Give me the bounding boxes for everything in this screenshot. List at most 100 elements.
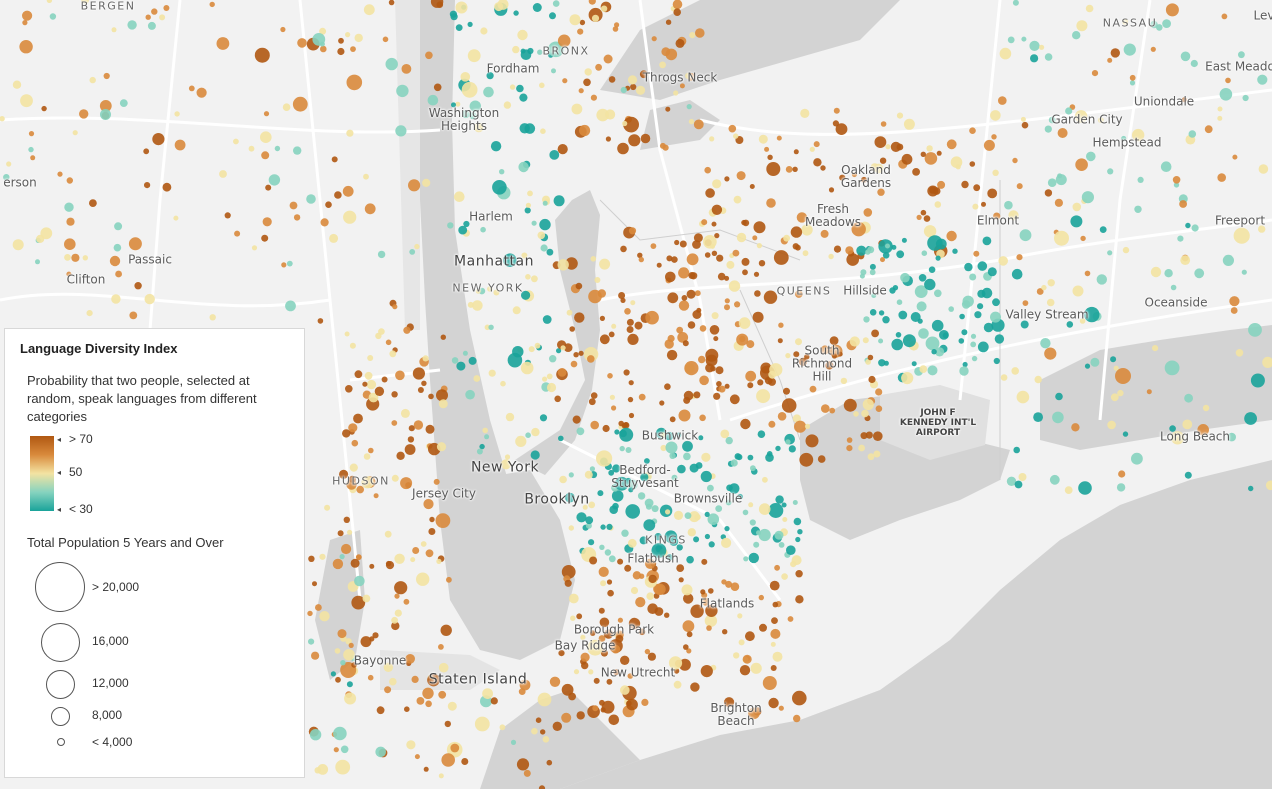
tract-dot[interactable] [673, 680, 682, 689]
tract-dot[interactable] [1250, 373, 1265, 388]
tract-dot[interactable] [793, 149, 799, 155]
tract-dot[interactable] [532, 3, 542, 12]
tract-dot[interactable] [878, 359, 886, 367]
tract-dot[interactable] [581, 661, 589, 670]
tract-dot[interactable] [902, 334, 916, 348]
tract-dot[interactable] [828, 253, 834, 260]
tract-dot[interactable] [265, 184, 272, 191]
tract-dot[interactable] [614, 429, 620, 435]
tract-dot[interactable] [617, 558, 624, 565]
tract-dot[interactable] [698, 435, 704, 441]
tract-dot[interactable] [924, 152, 938, 165]
tract-dot[interactable] [903, 118, 915, 130]
tract-dot[interactable] [427, 673, 440, 687]
tract-dot[interactable] [388, 0, 395, 6]
tract-dot[interactable] [354, 370, 363, 379]
tract-dot[interactable] [693, 233, 703, 243]
tract-dot[interactable] [576, 512, 587, 523]
tract-dot[interactable] [480, 226, 486, 233]
tract-dot[interactable] [99, 100, 112, 112]
tract-dot[interactable] [173, 215, 179, 221]
tract-dot[interactable] [990, 311, 1001, 323]
tract-dot[interactable] [469, 112, 477, 120]
tract-dot[interactable] [260, 131, 272, 143]
tract-dot[interactable] [422, 687, 434, 699]
tract-dot[interactable] [736, 171, 746, 181]
tract-dot[interactable] [420, 541, 427, 547]
tract-dot[interactable] [896, 250, 905, 259]
tract-dot[interactable] [686, 555, 694, 564]
tract-dot[interactable] [1107, 168, 1114, 175]
tract-dot[interactable] [701, 558, 708, 565]
tract-dot[interactable] [626, 326, 634, 333]
tract-dot[interactable] [925, 336, 940, 351]
tract-dot[interactable] [703, 235, 717, 249]
tract-dot[interactable] [687, 321, 696, 329]
tract-dot[interactable] [730, 459, 738, 467]
tract-dot[interactable] [66, 217, 75, 226]
tract-dot[interactable] [1022, 300, 1029, 306]
tract-dot[interactable] [736, 232, 747, 243]
tract-dot[interactable] [609, 394, 616, 400]
tract-dot[interactable] [261, 234, 269, 242]
tract-dot[interactable] [983, 139, 995, 151]
tract-dot[interactable] [628, 487, 634, 493]
tract-dot[interactable] [1012, 157, 1018, 164]
tract-dot[interactable] [869, 263, 876, 270]
tract-dot[interactable] [770, 641, 776, 647]
tract-dot[interactable] [282, 103, 291, 111]
tract-dot[interactable] [580, 652, 590, 662]
tract-dot[interactable] [320, 218, 329, 227]
tract-dot[interactable] [673, 510, 684, 520]
tract-dot[interactable] [1230, 307, 1238, 314]
tract-dot[interactable] [500, 380, 506, 387]
tract-dot[interactable] [804, 423, 811, 429]
tract-dot[interactable] [1076, 20, 1088, 32]
tract-dot[interactable] [520, 361, 534, 375]
tract-dot[interactable] [799, 452, 814, 467]
tract-dot[interactable] [756, 530, 761, 536]
tract-dot[interactable] [599, 334, 610, 345]
tract-dot[interactable] [451, 357, 459, 364]
tract-dot[interactable] [771, 617, 778, 624]
tract-dot[interactable] [361, 476, 374, 489]
tract-dot[interactable] [931, 319, 944, 332]
tract-dot[interactable] [527, 47, 534, 55]
tract-dot[interactable] [678, 577, 684, 583]
tract-dot[interactable] [912, 168, 920, 176]
tract-dot[interactable] [86, 310, 93, 317]
tract-dot[interactable] [651, 543, 667, 558]
tract-dot[interactable] [952, 248, 958, 254]
tract-dot[interactable] [623, 369, 630, 376]
tract-dot[interactable] [720, 429, 730, 439]
tract-dot[interactable] [608, 555, 616, 563]
tract-dot[interactable] [792, 243, 799, 250]
tract-dot[interactable] [895, 332, 902, 338]
tract-dot[interactable] [861, 176, 867, 183]
tract-dot[interactable] [612, 502, 619, 510]
tract-dot[interactable] [1184, 393, 1193, 403]
tract-dot[interactable] [599, 617, 610, 628]
tract-dot[interactable] [620, 86, 627, 94]
tract-dot[interactable] [664, 612, 670, 618]
tract-dot[interactable] [725, 436, 733, 445]
tract-dot[interactable] [683, 396, 691, 404]
tract-dot[interactable] [628, 227, 637, 235]
tract-dot[interactable] [683, 644, 689, 650]
tract-dot[interactable] [1097, 117, 1104, 123]
tract-dot[interactable] [517, 29, 528, 41]
tract-dot[interactable] [512, 306, 521, 315]
tract-dot[interactable] [885, 144, 891, 150]
tract-dot[interactable] [1036, 288, 1044, 295]
tract-dot[interactable] [879, 157, 887, 164]
tract-dot[interactable] [347, 529, 353, 535]
tract-dot[interactable] [308, 555, 315, 562]
tract-dot[interactable] [128, 237, 142, 251]
tract-dot[interactable] [664, 383, 671, 391]
tract-dot[interactable] [1047, 178, 1057, 187]
tract-dot[interactable] [752, 311, 764, 323]
tract-dot[interactable] [606, 523, 613, 531]
tract-dot[interactable] [813, 141, 820, 148]
tract-dot[interactable] [840, 377, 848, 385]
tract-dot[interactable] [3, 174, 10, 181]
